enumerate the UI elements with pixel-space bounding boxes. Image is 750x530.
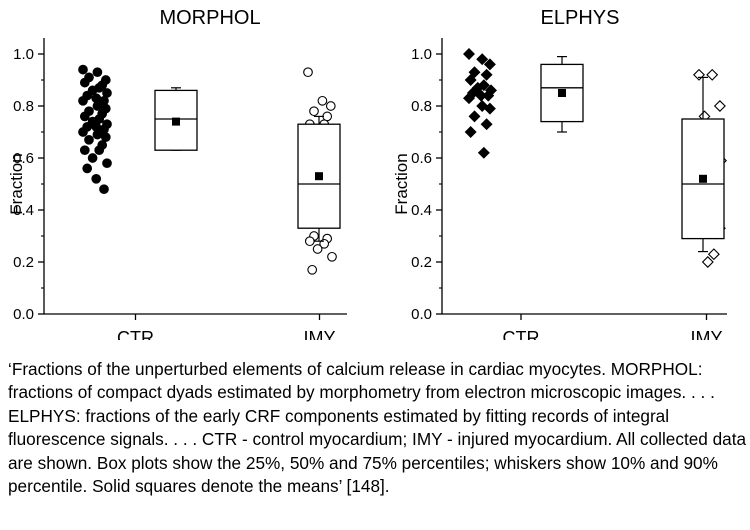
data-point-open-diamond <box>707 248 720 261</box>
data-point-filled-circle <box>91 173 102 184</box>
data-point-open-diamond <box>706 68 719 81</box>
morphol-panel: MORPHOL Fraction 0.0 0.2 0.4 0.6 0.8 1.0 CTR IMY <box>7 7 347 340</box>
chart-title: MORPHOL <box>159 7 260 29</box>
x-category-label: CTR <box>117 328 154 340</box>
data-point-filled-diamond <box>463 48 475 60</box>
y-tick-label: 0.6 <box>13 150 34 167</box>
box-mean-square <box>172 117 180 126</box>
data-point-filled-circle <box>79 111 90 122</box>
y-tick-label: 0.2 <box>411 254 432 271</box>
chart-title: ELPHYS <box>541 7 620 29</box>
y-tick-label: 1.0 <box>13 46 34 63</box>
data-point-filled-circle <box>84 134 94 145</box>
data-point-filled-circle <box>78 64 88 75</box>
data-point-filled-circle <box>82 163 93 174</box>
data-point-filled-diamond <box>468 66 481 79</box>
elphys-panel: ELPHYS Fraction 0.0 0.2 0.4 0.6 0.8 1.0 CTR IMY <box>392 7 727 340</box>
data-point-filled-diamond <box>483 102 496 115</box>
data-point-filled-diamond <box>483 58 496 71</box>
data-point-filled-circle <box>92 101 103 111</box>
box-mean-square <box>558 89 566 97</box>
data-point-filled-diamond <box>468 110 481 123</box>
data-point-filled-diamond <box>477 79 490 92</box>
figure-caption: ‘Fractions of the unperturbed elements o… <box>8 359 747 497</box>
data-point-open-circle <box>304 236 315 247</box>
data-point-open-circle <box>317 95 328 106</box>
data-point-filled-circle <box>92 67 103 78</box>
data-point-filled-circle <box>92 129 103 140</box>
y-axis-label: Fraction <box>7 153 26 214</box>
data-point-open-circle <box>312 244 323 254</box>
y-tick-label: 0.8 <box>411 98 432 115</box>
y-tick-label: 0.8 <box>13 98 34 115</box>
y-tick-label: 0.2 <box>13 254 34 271</box>
data-point-filled-circle <box>87 153 98 163</box>
data-point-filled-circle <box>102 158 112 169</box>
data-point-filled-circle <box>99 184 109 195</box>
y-tick-label: 0.0 <box>411 306 432 323</box>
data-point-filled-circle <box>79 145 90 156</box>
data-point-filled-diamond <box>480 118 493 131</box>
data-point-filled-diamond <box>463 92 475 105</box>
data-point-filled-diamond <box>482 89 495 102</box>
y-axis-label: Fraction <box>392 153 411 214</box>
data-point-open-circle <box>309 106 319 117</box>
data-point-open-diamond <box>701 256 714 268</box>
data-point-open-diamond <box>713 100 726 112</box>
data-point-open-circle <box>327 251 337 262</box>
data-point-filled-diamond <box>476 53 489 66</box>
y-tick-label: 0.0 <box>13 306 34 323</box>
data-point-open-circle <box>307 264 318 275</box>
data-point-filled-circle <box>78 95 88 106</box>
data-point-filled-circle <box>78 127 88 137</box>
y-tick-label: 0.4 <box>13 202 34 219</box>
data-point-filled-diamond <box>464 126 477 138</box>
data-point-open-circle <box>303 67 313 78</box>
data-point-filled-circle <box>79 77 90 88</box>
y-tick-label: 0.4 <box>411 202 432 219</box>
x-category-label: IMY <box>303 328 335 340</box>
data-point-filled-circle <box>94 145 105 156</box>
box-mean-square <box>315 172 323 181</box>
data-point-filled-diamond <box>477 146 490 159</box>
x-category-label: CTR <box>503 328 540 340</box>
data-point-filled-diamond <box>480 68 493 81</box>
data-point-filled-circle <box>100 132 111 143</box>
y-tick-label: 1.0 <box>411 46 432 63</box>
box-mean-square <box>699 174 707 183</box>
data-point-open-circle <box>325 101 336 111</box>
x-category-label: IMY <box>690 328 722 340</box>
data-point-filled-diamond <box>464 74 477 86</box>
y-tick-label: 0.6 <box>411 150 432 167</box>
